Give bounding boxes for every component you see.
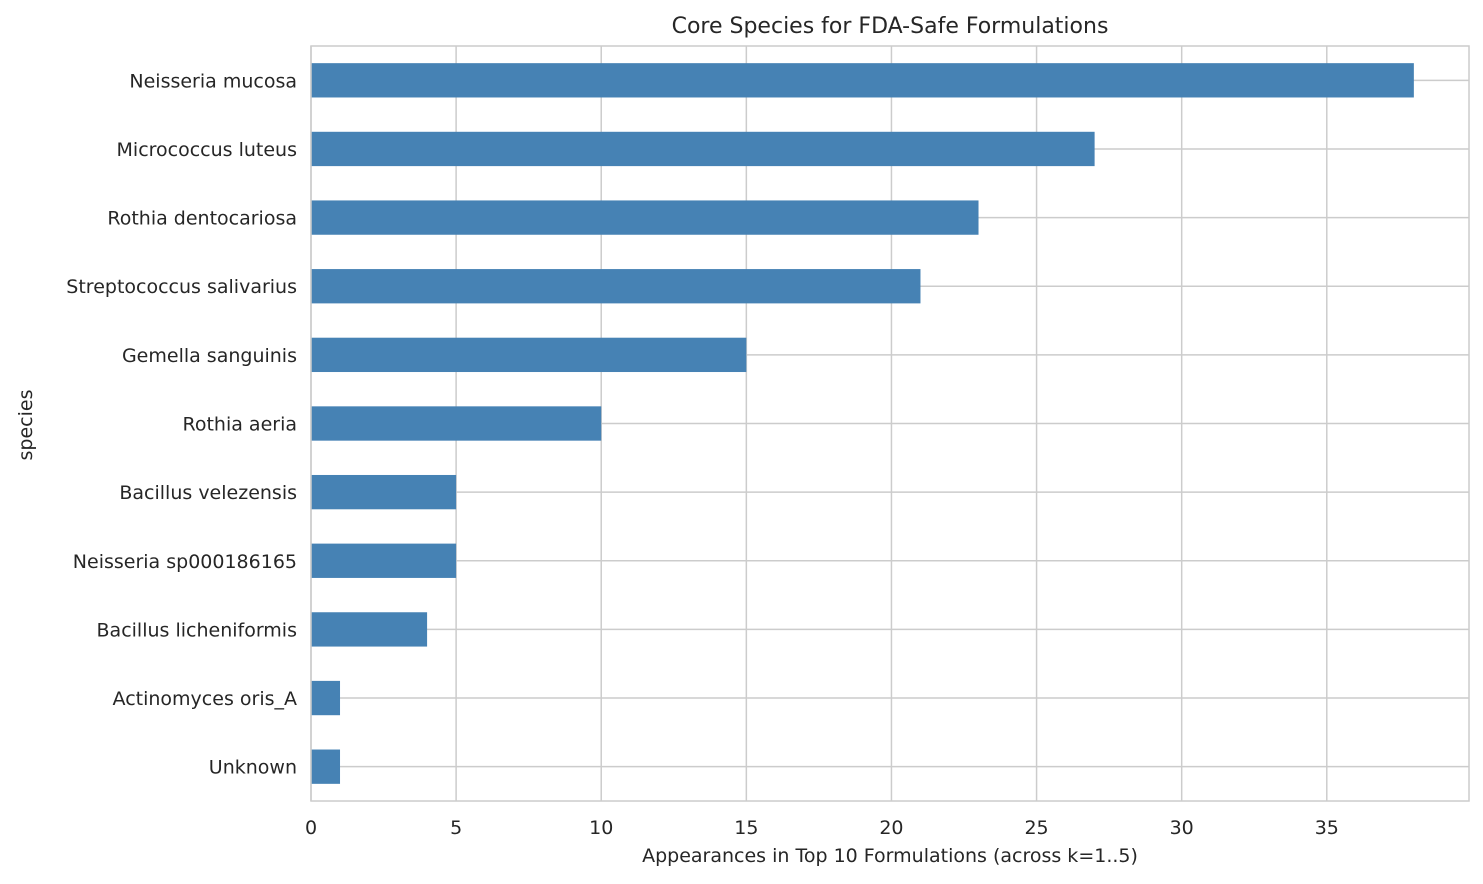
y-tick-label: Micrococcus luteus bbox=[117, 139, 297, 161]
y-tick-label: Gemella sanguinis bbox=[122, 345, 297, 367]
x-axis-label: Appearances in Top 10 Formulations (acro… bbox=[642, 845, 1138, 867]
y-tick-label: Neisseria sp000186165 bbox=[73, 551, 297, 573]
y-tick-label: Neisseria mucosa bbox=[129, 70, 297, 92]
bar bbox=[311, 269, 921, 304]
y-tick-label: Rothia aeria bbox=[183, 414, 298, 436]
x-tick-label: 20 bbox=[879, 817, 903, 839]
y-axis-label: species bbox=[15, 390, 37, 461]
bar bbox=[311, 200, 979, 235]
y-tick-label: Streptococcus salivarius bbox=[66, 276, 297, 298]
y-tick-label: Bacillus velezensis bbox=[119, 482, 297, 504]
x-tick-label: 30 bbox=[1170, 817, 1194, 839]
bar bbox=[311, 543, 457, 578]
y-tick-label: Unknown bbox=[209, 757, 297, 779]
plot-frame bbox=[310, 45, 1470, 802]
x-tick-label: 10 bbox=[589, 817, 613, 839]
bar bbox=[311, 337, 747, 373]
x-tick-label: 35 bbox=[1315, 817, 1339, 839]
x-tick-label: 15 bbox=[734, 817, 758, 839]
y-tick-label: Rothia dentocariosa bbox=[107, 208, 297, 230]
bar bbox=[311, 749, 341, 784]
x-tick-label: 0 bbox=[305, 817, 317, 839]
y-tick-label: Actinomyces oris_A bbox=[113, 688, 297, 710]
bar bbox=[311, 474, 457, 510]
bar bbox=[311, 131, 1095, 167]
bar bbox=[311, 680, 341, 716]
bar bbox=[311, 612, 428, 647]
y-tick-label: Bacillus licheniformis bbox=[97, 619, 297, 641]
bar bbox=[311, 406, 602, 441]
x-tick-label: 5 bbox=[450, 817, 462, 839]
bar bbox=[311, 63, 1414, 98]
x-tick-label: 25 bbox=[1024, 817, 1048, 839]
chart-title: Core Species for FDA-Safe Formulations bbox=[672, 14, 1109, 39]
